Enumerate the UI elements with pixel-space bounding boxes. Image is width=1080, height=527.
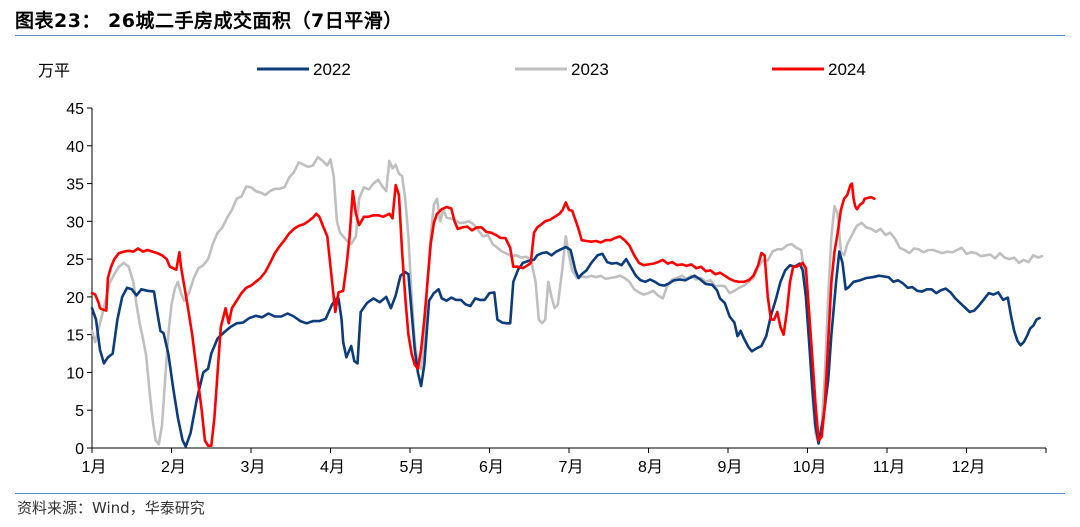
x-tick-label: 3月 [241, 459, 266, 476]
y-tick-label: 20 [66, 290, 84, 307]
x-tick-label: 10月 [793, 459, 827, 476]
y-tick-label: 40 [66, 139, 84, 156]
x-tick-label: 9月 [718, 459, 743, 476]
legend-label: 2024 [828, 60, 866, 79]
x-tick-label: 8月 [638, 459, 663, 476]
chart-title: 图表23： 26城二手房成交面积（7日平滑） [15, 10, 403, 32]
source-note: 资料来源：Wind，华泰研究 [17, 499, 205, 517]
x-tick-label: 6月 [479, 459, 504, 476]
y-tick-label: 25 [66, 252, 84, 269]
x-tick-label: 4月 [320, 459, 345, 476]
x-tick-label: 1月 [82, 459, 107, 476]
x-tick-label: 7月 [559, 459, 584, 476]
y-axis-label: 万平 [38, 63, 70, 80]
series-line-2024 [90, 182, 876, 447]
title-divider [15, 35, 1065, 36]
legend-label: 2022 [313, 60, 351, 79]
y-tick-label: 30 [66, 214, 84, 231]
x-axis: 1月 2月 3月 4月 5月 6月 7月 8月 9月 10月 11月 12月 [82, 447, 1047, 476]
y-axis: 0 5 10 15 20 25 30 35 40 45 [66, 101, 93, 458]
y-tick-label: 15 [66, 328, 84, 345]
series-line-2023 [90, 155, 1044, 446]
y-tick-label: 5 [75, 403, 84, 420]
y-tick-label: 0 [75, 441, 84, 458]
x-tick-label: 5月 [400, 459, 425, 476]
legend: 2022 2023 2024 [257, 60, 866, 79]
x-tick-label: 2月 [161, 459, 186, 476]
x-tick-label: 11月 [873, 459, 906, 476]
series-line-2022 [90, 245, 1041, 448]
series-layer [90, 155, 1044, 448]
y-tick-label: 35 [66, 177, 84, 194]
y-tick-label: 10 [66, 365, 84, 382]
x-tick-label: 12月 [952, 459, 986, 476]
y-tick-label: 45 [66, 101, 84, 118]
legend-label: 2023 [571, 60, 609, 79]
footer-divider [15, 493, 1065, 494]
